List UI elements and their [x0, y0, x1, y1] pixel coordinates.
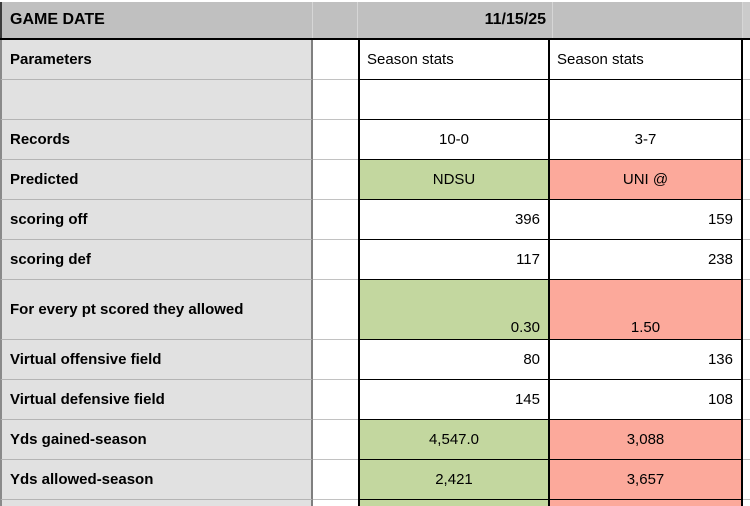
- row-label[interactable]: Predicted: [0, 160, 313, 200]
- ndsu-cell: [358, 500, 550, 506]
- table-row-scoring-def: scoring def 117 238: [0, 240, 750, 280]
- table-row-blank: [0, 80, 750, 120]
- gap-cell[interactable]: [313, 340, 358, 380]
- uni-cell[interactable]: 136: [550, 340, 743, 380]
- game-date-label[interactable]: GAME DATE: [0, 2, 313, 38]
- row-label: [0, 500, 313, 506]
- row-label[interactable]: Parameters: [0, 40, 313, 80]
- ndsu-cell-yds-gained[interactable]: 4,547.0: [358, 420, 550, 460]
- gap-cell[interactable]: [313, 80, 358, 120]
- row-label[interactable]: scoring off: [0, 200, 313, 240]
- ndsu-cell[interactable]: Season stats: [358, 40, 550, 80]
- ndsu-cell[interactable]: [358, 80, 550, 120]
- header-gap-cell[interactable]: [313, 2, 358, 38]
- table-row-yds-gained: Yds gained-season 4,547.0 3,088: [0, 420, 750, 460]
- gap-cell[interactable]: [313, 160, 358, 200]
- uni-cell-predicted[interactable]: UNI @: [550, 160, 743, 200]
- gap-cell[interactable]: [313, 380, 358, 420]
- ndsu-cell[interactable]: 10-0: [358, 120, 550, 160]
- row-label[interactable]: For every pt scored they allowed: [0, 280, 313, 340]
- row-label[interactable]: Virtual defensive field: [0, 380, 313, 420]
- header-empty-cell[interactable]: [553, 2, 743, 38]
- table-row-yds-allowed: Yds allowed-season 2,421 3,657: [0, 460, 750, 500]
- ndsu-cell[interactable]: 117: [358, 240, 550, 280]
- table-row-partial: [0, 500, 750, 506]
- row-label[interactable]: Yds gained-season: [0, 420, 313, 460]
- uni-cell: [550, 500, 743, 506]
- uni-cell[interactable]: 238: [550, 240, 743, 280]
- uni-cell[interactable]: 108: [550, 380, 743, 420]
- ndsu-cell[interactable]: 396: [358, 200, 550, 240]
- gap-cell[interactable]: [313, 420, 358, 460]
- gap-cell[interactable]: [313, 240, 358, 280]
- row-label[interactable]: Virtual offensive field: [0, 340, 313, 380]
- edge-sliver: [743, 280, 750, 340]
- uni-cell[interactable]: [550, 80, 743, 120]
- edge-sliver: [743, 120, 750, 160]
- table-row-parameters: Parameters Season stats Season stats: [0, 40, 750, 80]
- uni-cell-yds-gained[interactable]: 3,088: [550, 420, 743, 460]
- uni-cell-ratio[interactable]: 1.50: [550, 280, 743, 340]
- edge-sliver: [743, 340, 750, 380]
- uni-cell[interactable]: 159: [550, 200, 743, 240]
- uni-cell[interactable]: Season stats: [550, 40, 743, 80]
- gap-cell[interactable]: [313, 200, 358, 240]
- edge-sliver: [743, 500, 750, 506]
- table-row-virtual-off: Virtual offensive field 80 136: [0, 340, 750, 380]
- edge-sliver: [743, 160, 750, 200]
- gap-cell[interactable]: [313, 40, 358, 80]
- ndsu-cell[interactable]: 145: [358, 380, 550, 420]
- gap-cell[interactable]: [313, 280, 358, 340]
- row-label[interactable]: [0, 80, 313, 120]
- edge-sliver: [743, 420, 750, 460]
- table-row-predicted: Predicted NDSU UNI @: [0, 160, 750, 200]
- table-row-virtual-def: Virtual defensive field 145 108: [0, 380, 750, 420]
- header-row: GAME DATE 11/15/25: [0, 2, 750, 40]
- game-date-value[interactable]: 11/15/25: [358, 2, 553, 38]
- edge-sliver: [743, 380, 750, 420]
- gap-cell[interactable]: [313, 120, 358, 160]
- edge-sliver: [743, 460, 750, 500]
- uni-cell-yds-allowed[interactable]: 3,657: [550, 460, 743, 500]
- row-label[interactable]: Records: [0, 120, 313, 160]
- edge-sliver: [743, 200, 750, 240]
- edge-sliver: [743, 240, 750, 280]
- ndsu-cell-ratio[interactable]: 0.30: [358, 280, 550, 340]
- header-edge-sliver: [743, 2, 750, 38]
- table-row-pt-ratio: For every pt scored they allowed 0.30 1.…: [0, 280, 750, 340]
- edge-sliver: [743, 80, 750, 120]
- ndsu-cell-predicted[interactable]: NDSU: [358, 160, 550, 200]
- row-label[interactable]: Yds allowed-season: [0, 460, 313, 500]
- gap-cell[interactable]: [313, 460, 358, 500]
- gap-cell: [313, 500, 358, 506]
- ndsu-cell-yds-allowed[interactable]: 2,421: [358, 460, 550, 500]
- uni-cell[interactable]: 3-7: [550, 120, 743, 160]
- table-row-scoring-off: scoring off 396 159: [0, 200, 750, 240]
- ndsu-cell[interactable]: 80: [358, 340, 550, 380]
- table-row-records: Records 10-0 3-7: [0, 120, 750, 160]
- edge-sliver: [743, 40, 750, 80]
- row-label[interactable]: scoring def: [0, 240, 313, 280]
